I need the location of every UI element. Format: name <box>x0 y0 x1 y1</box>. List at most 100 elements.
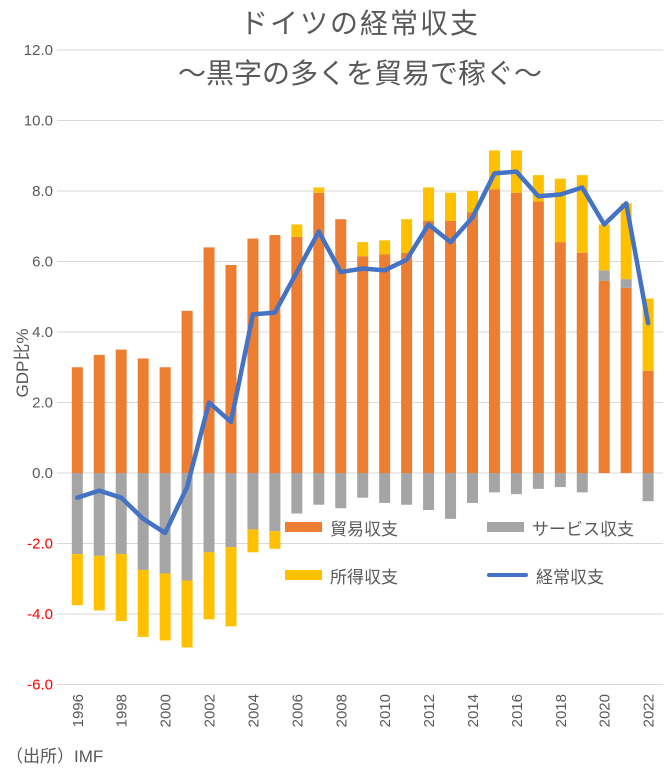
legend-label: サービス収支 <box>532 519 634 539</box>
bar-segment <box>488 473 500 493</box>
y-tick-label: 10.0 <box>24 113 53 130</box>
bar-segment <box>445 473 457 519</box>
bar-segment <box>466 191 478 213</box>
legend-color-swatch <box>285 570 322 580</box>
bar-segment <box>93 354 105 473</box>
bar-segment <box>510 192 522 473</box>
bar-segment <box>445 192 457 221</box>
y-tick-label: -2.0 <box>27 536 53 553</box>
chart-title: ドイツの経常収支 <box>239 8 480 39</box>
x-tick-label: 2004 <box>245 694 262 727</box>
x-tick-label: 2018 <box>553 694 570 727</box>
x-tick-label: 2022 <box>641 694 658 727</box>
bar-segment <box>423 220 435 473</box>
y-axis-title: GDP比% <box>13 329 32 398</box>
bar-segment <box>401 252 413 473</box>
bar-segment <box>291 224 303 237</box>
bar-segment <box>181 310 193 473</box>
bar-segment <box>554 242 566 473</box>
bar-segment <box>203 247 215 473</box>
bar-segment <box>576 252 588 473</box>
legend-item-current-account: 経常収支 <box>487 565 604 587</box>
bar-segment <box>576 473 588 493</box>
legend-color-swatch <box>487 522 524 532</box>
x-tick-label: 2000 <box>158 694 175 727</box>
bar-segment <box>203 552 215 620</box>
bar-segment <box>159 367 171 473</box>
x-tick-label: 2012 <box>421 694 438 727</box>
x-tick-label: 1998 <box>114 694 131 727</box>
bar-segment <box>642 473 654 502</box>
bar-segment <box>642 370 654 473</box>
bar-segment <box>225 265 237 473</box>
legend-item-services: サービス収支 <box>487 517 634 539</box>
x-tick-label: 2006 <box>289 694 306 727</box>
bar-segment <box>445 220 457 473</box>
bar-segment <box>357 256 369 473</box>
source-note: （出所）IMF <box>6 747 104 766</box>
bar-segment <box>137 569 149 637</box>
bar-segment <box>247 238 259 473</box>
legend-color-swatch <box>285 522 322 532</box>
bar-segment <box>554 178 566 243</box>
bar-segment <box>598 280 610 473</box>
bar-segment <box>71 473 83 555</box>
bar-segment <box>379 473 391 503</box>
bar-segment <box>115 473 127 555</box>
bar-segment <box>554 473 566 488</box>
y-tick-label: -4.0 <box>27 606 53 623</box>
y-tick-label: 4.0 <box>32 324 53 341</box>
y-tick-label: 12.0 <box>24 42 53 59</box>
bar-segment <box>488 189 500 474</box>
bar-segment <box>203 473 215 553</box>
x-tick-label: 1996 <box>70 694 87 727</box>
chart-subtitle: ～黒字の多くを貿易で稼ぐ～ <box>177 58 542 89</box>
x-tick-label: 2002 <box>202 694 219 727</box>
bar-segment <box>291 473 303 514</box>
x-tick-label: 2020 <box>597 694 614 727</box>
bar-segment <box>247 529 259 553</box>
bar-segment <box>269 473 281 532</box>
legend-label: 貿易収支 <box>330 519 398 539</box>
bar-segment <box>159 473 171 574</box>
bar-segment <box>423 187 435 221</box>
bar-segment <box>159 573 171 641</box>
bar-segment <box>269 531 281 549</box>
legend-label: 所得収支 <box>330 567 398 587</box>
bar-segment <box>510 473 522 495</box>
bar-segment <box>401 473 413 505</box>
bar-segment <box>532 201 544 473</box>
x-tick-label: 2010 <box>377 694 394 727</box>
bar-segment <box>137 358 149 473</box>
bar-segment <box>488 150 500 190</box>
bar-segment <box>225 473 237 548</box>
bar-segment <box>115 554 127 622</box>
bar-segment <box>598 224 610 271</box>
bar-segment <box>466 212 478 473</box>
bar-segment <box>357 473 369 498</box>
bar-segment <box>532 175 544 202</box>
bar-segment <box>357 242 369 257</box>
bar-segment <box>313 187 325 193</box>
legend-item-income: 所得収支 <box>285 565 398 587</box>
bar-segment <box>247 473 259 530</box>
bar-segment <box>620 203 632 280</box>
bar-segment <box>620 279 632 288</box>
bar-segment <box>313 473 325 505</box>
bar-segment <box>379 240 391 255</box>
bar-segment <box>576 175 588 253</box>
bar-segment <box>93 555 105 611</box>
bar-segment <box>225 547 237 627</box>
bar-segment <box>181 580 193 648</box>
x-tick-label: 2016 <box>509 694 526 727</box>
bar-segment <box>335 473 347 509</box>
bar-segment <box>532 473 544 489</box>
bar-segment <box>71 554 83 606</box>
legend-label: 経常収支 <box>536 567 604 587</box>
bar-segment <box>181 473 193 581</box>
legend-line-swatch <box>487 572 528 578</box>
bar-segment <box>642 298 654 371</box>
bar-segment <box>466 473 478 503</box>
bar-segment <box>313 192 325 473</box>
